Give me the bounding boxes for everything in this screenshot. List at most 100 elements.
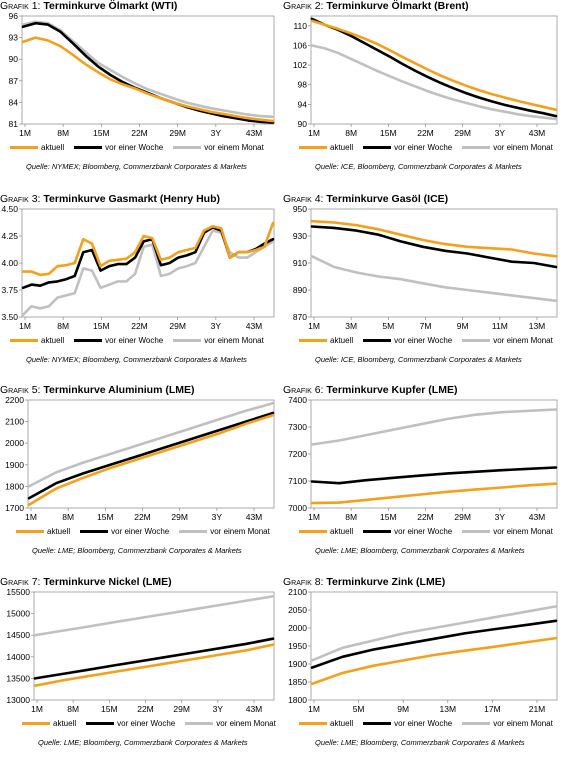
y-tick-label: 87 (9, 76, 19, 86)
y-tick-label: 102 (293, 60, 307, 70)
y-tick-label: 110 (293, 21, 307, 31)
x-tick-label: 22M (134, 512, 151, 522)
legend-swatch (299, 146, 327, 149)
x-tick-label: 21M (529, 704, 546, 714)
legend: aktuell vor einer Woche vor einem Monat (299, 527, 553, 536)
legend-label: vor einer Woche (394, 527, 453, 536)
x-tick-label: 13M (440, 704, 457, 714)
legend: aktuell vor einer Woche vor einem Monat (299, 719, 553, 728)
legend-item-vor-einem-monat: vor einem Monat (462, 527, 553, 536)
series-line-vor-einer-woche (310, 466, 558, 485)
legend-item-aktuell: aktuell (299, 336, 353, 345)
series-line-aktuell (21, 221, 275, 277)
plot-frame (27, 399, 275, 509)
legend-label: vor einer Woche (394, 336, 453, 345)
y-tick-label: 13500 (6, 673, 30, 683)
y-tick-label: 90 (298, 119, 308, 129)
plot-frame (310, 399, 558, 509)
chart-svg: 90 94 98 102 106 110 1M 8M 15M 22M 29M 3Y 43M (293, 15, 558, 138)
legend-label: aktuell (330, 719, 354, 728)
y-tick-label: 1900 (5, 460, 24, 470)
x-tick-label: 3Y (211, 321, 222, 331)
chart-panel-3: Grafik 3: Terminkurve Gasmarkt (Henry Hu… (0, 193, 278, 383)
series-line-vor-einer-woche (21, 21, 275, 124)
legend-swatch (173, 146, 202, 149)
x-tick-label: 3M (345, 321, 357, 331)
x-tick-label: 29M (454, 512, 471, 522)
x-tick-label: 15M (93, 321, 110, 331)
x-tick-label: 1M (308, 128, 320, 138)
legend-label: aktuell (330, 336, 354, 345)
y-tick-label: 2100 (288, 587, 307, 597)
chart-label: Grafik 7: (0, 576, 41, 588)
x-tick-label: 5M (353, 704, 365, 714)
legend-swatch (299, 530, 327, 533)
series-line-vor-einem-monat (310, 408, 558, 446)
y-tick-label: 14500 (6, 630, 30, 640)
legend: aktuell vor einer Woche vor einem Monat (10, 143, 264, 152)
chart-title-text: Terminkurve Gasmarkt (Henry Hub) (43, 193, 220, 205)
legend-swatch (462, 339, 491, 342)
chart-title: Grafik 6: Terminkurve Kupfer (LME) (283, 384, 457, 396)
legend-item-vor-einer-woche: vor einer Woche (363, 719, 452, 728)
chart-panel-2: Grafik 2: Terminkurve Ölmarkt (Brent) 90 9… (283, 0, 561, 190)
plot-frame (21, 208, 275, 318)
legend-item-vor-einem-monat: vor einem Monat (179, 527, 270, 536)
series-line-vor-einer-woche (310, 17, 558, 118)
legend-swatch (185, 722, 214, 725)
x-tick-label: 1M (31, 704, 43, 714)
chart-svg: 870 890 910 930 950 1M 3M 5M 7M 9M 11M 13M (293, 204, 558, 331)
y-tick-label: 15000 (6, 609, 30, 619)
legend-item-vor-einem-monat: vor einem Monat (462, 143, 553, 152)
legend-item-aktuell: aktuell (10, 336, 64, 345)
y-tick-label: 950 (293, 204, 307, 214)
y-tick-label: 2100 (5, 417, 24, 427)
legend-swatch (299, 339, 327, 342)
chart-panel-4: Grafik 4: Terminkurve Gasöl (ICE) 870 890 9… (283, 193, 561, 383)
y-tick-label: 94 (298, 99, 308, 109)
x-tick-label: 9M (397, 704, 409, 714)
legend-item-vor-einem-monat: vor einem Monat (462, 719, 553, 728)
x-tick-label: 43M (246, 512, 263, 522)
series-line-vor-einer-woche (27, 411, 275, 500)
x-tick-label: 22M (131, 321, 148, 331)
series-line-vor-einer-woche (310, 619, 558, 669)
legend-label: vor einem Monat (204, 336, 264, 345)
y-tick-label: 1800 (5, 481, 24, 491)
x-tick-label: 3Y (213, 704, 224, 714)
series-line-vor-einer-woche (33, 637, 275, 680)
chart-label: Grafik 8: (283, 576, 324, 588)
x-tick-label: 29M (169, 321, 186, 331)
x-tick-label: 8M (57, 321, 69, 331)
legend-label: vor einem Monat (493, 143, 553, 152)
legend-swatch (86, 722, 115, 725)
chart-panel-8: Grafik 8: Terminkurve Zink (LME) 1800 1850… (283, 576, 561, 766)
plot-frame (33, 591, 275, 701)
legend-item-vor-einer-woche: vor einer Woche (363, 527, 452, 536)
x-tick-label: 1M (308, 704, 320, 714)
chart-title: Grafik 3: Terminkurve Gasmarkt (Henry Hu… (0, 193, 220, 205)
chart-svg: 81 84 87 90 93 96 1M 8M 15M 22M 29M 3Y 43M (9, 11, 275, 138)
chart-panel-1: Grafik 1: Terminkurve Ölmarkt (WTI) 81 84 8… (0, 0, 278, 190)
x-tick-label: 43M (246, 704, 263, 714)
chart-title: Grafik 2: Terminkurve Ölmarkt (Brent) (283, 0, 469, 12)
chart-title-text: Terminkurve Gasöl (ICE) (326, 193, 449, 205)
y-tick-label: 2000 (288, 623, 307, 633)
legend-swatch (173, 339, 202, 342)
chart-panel-5: Grafik 5: Terminkurve Aluminium (LME) 170… (0, 384, 278, 574)
y-tick-label: 7400 (288, 395, 307, 405)
legend-item-aktuell: aktuell (22, 719, 76, 728)
series-line-aktuell (21, 36, 275, 123)
series-line-vor-einem-monat (310, 44, 558, 121)
chart-title: Grafik 1: Terminkurve Ölmarkt (WTI) (0, 0, 177, 12)
y-tick-label: 106 (293, 40, 307, 50)
legend-label: vor einem Monat (216, 719, 276, 728)
chart-panel-7: Grafik 7: Terminkurve Nickel (LME) 13000 1… (0, 576, 278, 766)
legend-item-vor-einer-woche: vor einer Woche (86, 719, 175, 728)
legend-label: vor einer Woche (111, 527, 170, 536)
series-line-aktuell (310, 482, 558, 505)
legend-item-vor-einem-monat: vor einem Monat (462, 336, 553, 345)
x-tick-label: 29M (169, 128, 186, 138)
y-tick-label: 7000 (288, 503, 307, 513)
x-tick-label: 1M (25, 512, 37, 522)
